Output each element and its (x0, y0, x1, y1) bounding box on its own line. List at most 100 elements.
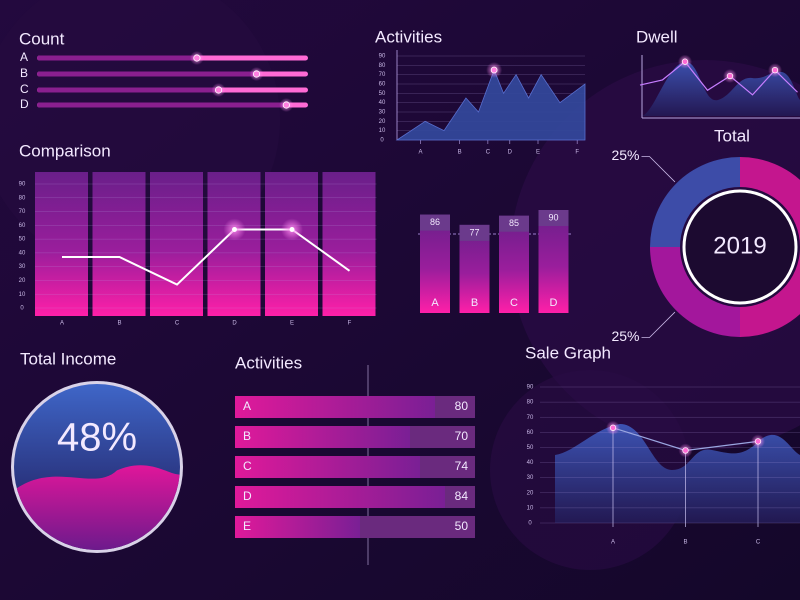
center-label: 2019 (713, 232, 766, 259)
chart-title: Dwell (636, 27, 678, 46)
x-tick-label: E (536, 150, 540, 156)
chart-title: Sale Graph (525, 343, 611, 362)
y-tick-label: 70 (527, 415, 534, 421)
y-tick-label: 10 (19, 292, 26, 298)
x-tick-label: D (508, 150, 513, 156)
y-tick-label: 0 (380, 138, 384, 144)
point (232, 226, 237, 232)
value-label: 90 (548, 212, 558, 222)
chart-title: Total (714, 126, 750, 145)
point (681, 58, 689, 65)
y-tick-label: 60 (19, 223, 26, 229)
row-label: B (20, 66, 28, 80)
chart-title: Activities (235, 353, 302, 372)
knob (252, 70, 261, 78)
chart-title: Total Income (20, 349, 116, 368)
x-tick-label: B (683, 540, 687, 546)
bar-label: D (550, 297, 558, 309)
y-tick-label: 50 (527, 445, 534, 451)
point (754, 438, 762, 445)
point (771, 66, 779, 74)
y-tick-label: 30 (19, 264, 26, 270)
slider-fill (37, 55, 197, 61)
y-tick-label: 50 (379, 91, 386, 97)
row-label: A (20, 50, 28, 64)
leader-line (641, 156, 676, 183)
bar-label: C (243, 459, 252, 473)
value-label: 77 (469, 227, 479, 237)
area (395, 68, 586, 141)
bar (235, 456, 420, 478)
bar-label: D (243, 489, 252, 503)
value-label: 85 (509, 218, 519, 228)
x-tick-label: C (756, 540, 761, 546)
column-bg (265, 172, 318, 316)
y-tick-label: 70 (19, 209, 26, 215)
chart-title: Comparison (19, 141, 111, 160)
value-label: 70 (455, 429, 469, 443)
bar-header (420, 214, 450, 231)
y-tick-label: 0 (20, 306, 24, 312)
knob (193, 54, 201, 62)
column-bg (150, 172, 203, 316)
y-tick-label: 60 (379, 82, 386, 88)
bar (235, 486, 445, 508)
chart-title: Activities (375, 27, 442, 46)
donut-segment (740, 157, 800, 337)
column-bg (35, 172, 88, 316)
y-tick-label: 80 (379, 63, 386, 69)
column-bg (207, 172, 261, 316)
y-tick-label: 90 (379, 54, 386, 60)
column-bg (322, 172, 376, 316)
x-tick-label: B (458, 150, 462, 156)
leader-line (641, 311, 676, 338)
dwell-wave (642, 62, 800, 116)
donut-segment (650, 247, 740, 337)
value-label: 86 (430, 217, 440, 227)
point (726, 72, 734, 80)
point (609, 424, 617, 431)
y-tick-label: 20 (527, 490, 534, 496)
line (62, 228, 351, 286)
bar-header (459, 224, 490, 241)
y-tick-label: 10 (379, 128, 386, 134)
bar-label: A (243, 399, 251, 413)
bar-label: E (243, 519, 251, 533)
bar-header (499, 215, 529, 232)
gauge-value: 48% (57, 416, 137, 460)
bar (235, 516, 360, 538)
value-label: 84 (455, 489, 469, 503)
y-tick-label: 20 (379, 119, 386, 125)
y-tick-label: 90 (19, 182, 26, 188)
x-tick-label: B (117, 321, 121, 327)
bar (499, 215, 529, 313)
y-tick-label: 80 (19, 195, 26, 201)
x-tick-label: E (290, 321, 294, 327)
knob (282, 101, 290, 109)
x-tick-label: A (418, 150, 422, 156)
bar-label: B (243, 429, 251, 443)
y-tick-label: 60 (527, 430, 534, 436)
column-bg (92, 172, 146, 316)
y-tick-label: 20 (19, 278, 26, 284)
chart-title: Count (19, 29, 65, 48)
x-tick-label: C (486, 150, 491, 156)
y-tick-label: 30 (527, 475, 534, 481)
bar (420, 214, 450, 313)
y-tick-label: 90 (527, 385, 534, 391)
y-tick-label: 10 (527, 505, 534, 511)
bar (538, 210, 569, 313)
segment-label: 25% (611, 147, 639, 163)
point (682, 447, 689, 454)
x-tick-label: A (60, 321, 64, 327)
point (289, 226, 295, 232)
slider-fill (37, 71, 257, 77)
gauge-wave (14, 465, 180, 550)
value-label: 74 (455, 459, 469, 473)
knob (214, 86, 223, 94)
peak-marker (490, 66, 498, 74)
y-tick-label: 40 (379, 100, 386, 106)
bar-header (538, 210, 569, 226)
bar-label: C (510, 297, 518, 309)
